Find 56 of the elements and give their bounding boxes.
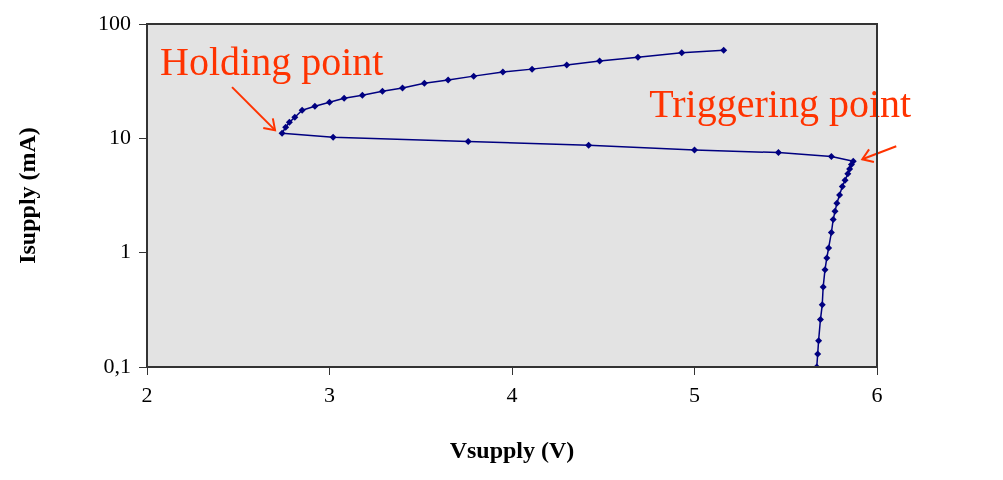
point <box>285 118 293 126</box>
point <box>528 65 536 73</box>
point <box>420 79 428 87</box>
point <box>815 337 823 345</box>
point <box>585 141 593 149</box>
x-tick-label: 6 <box>871 381 883 407</box>
point <box>358 91 366 99</box>
point <box>818 301 826 309</box>
point <box>464 137 472 145</box>
y-tick-label: 1 <box>120 238 131 264</box>
point <box>816 316 824 324</box>
point <box>563 61 571 69</box>
point <box>326 98 333 106</box>
point <box>378 87 386 95</box>
point <box>470 72 478 80</box>
point <box>311 102 319 110</box>
point <box>691 146 698 154</box>
x-tick-label: 3 <box>324 381 335 407</box>
point <box>823 254 831 262</box>
x-tick-label: 4 <box>506 381 518 407</box>
point <box>340 94 348 102</box>
y-tick-label: 10 <box>109 124 131 150</box>
point <box>596 57 604 65</box>
point <box>831 207 839 215</box>
point <box>819 283 827 291</box>
x-tick-label: 2 <box>141 381 153 407</box>
y-tick-label: 100 <box>98 9 131 35</box>
annotation: Holding point <box>160 39 384 85</box>
point <box>841 176 849 184</box>
point <box>774 149 782 157</box>
point <box>844 170 852 178</box>
y-axis-title: Isupply (mA) <box>13 127 40 264</box>
point <box>444 76 452 84</box>
point <box>278 129 286 137</box>
point <box>814 350 822 358</box>
y-tick-label: 0,1 <box>103 352 131 378</box>
point <box>836 191 844 199</box>
point <box>720 46 728 54</box>
point <box>827 152 835 160</box>
x-axis-title: Vsupply (V) <box>449 436 575 463</box>
point <box>282 123 290 131</box>
point <box>291 113 299 121</box>
point <box>849 157 857 165</box>
point <box>838 182 846 190</box>
point <box>499 68 507 76</box>
point <box>825 244 833 252</box>
point <box>827 229 835 237</box>
point <box>329 133 337 141</box>
x-tick-label: 5 <box>689 381 700 407</box>
point <box>634 53 642 61</box>
point <box>821 266 829 274</box>
point <box>829 216 837 224</box>
point <box>678 49 686 57</box>
point <box>833 199 841 207</box>
point <box>399 84 406 92</box>
point <box>298 106 306 114</box>
